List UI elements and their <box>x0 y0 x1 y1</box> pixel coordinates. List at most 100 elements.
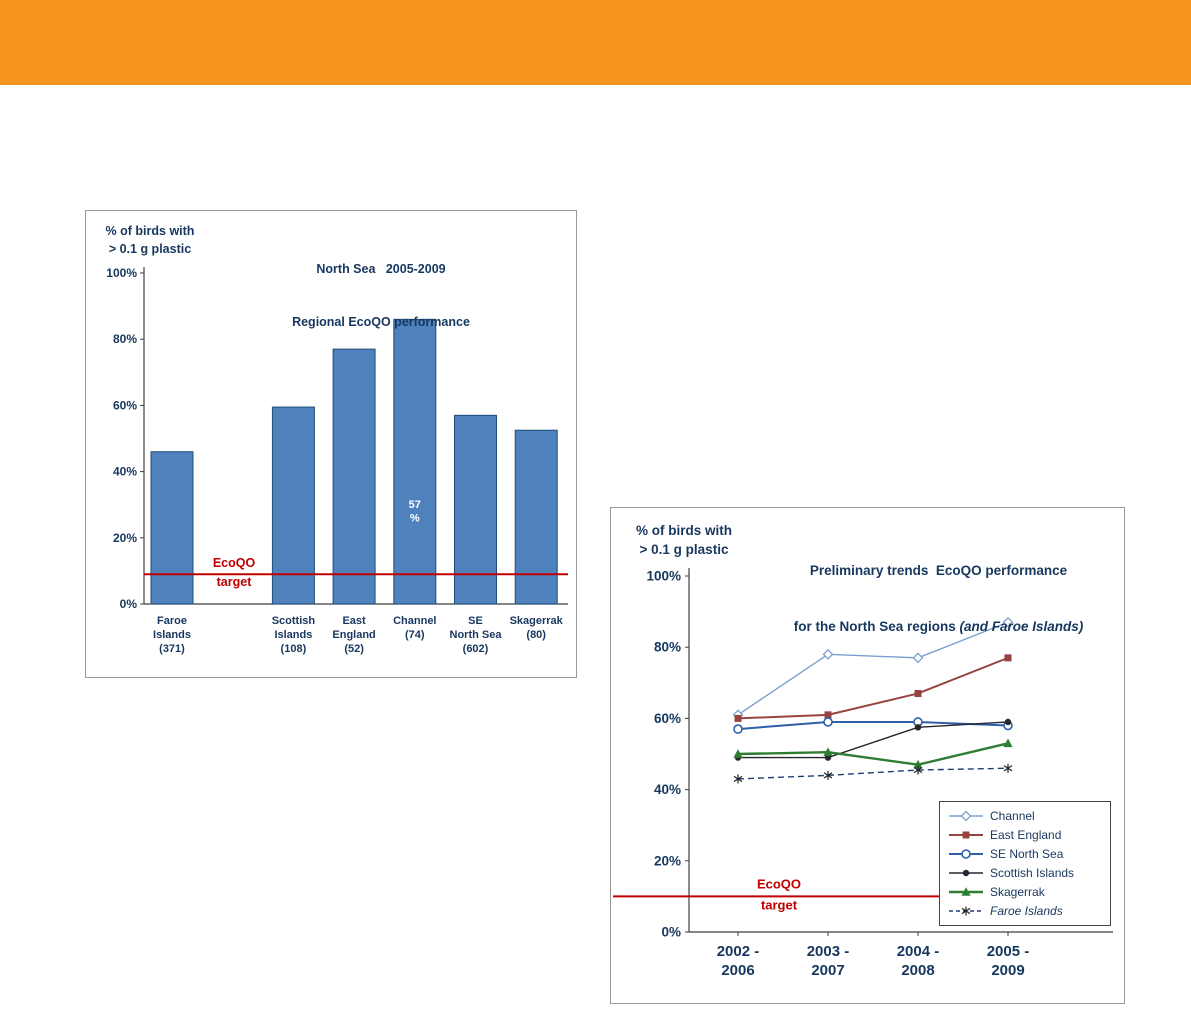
legend-marker <box>960 810 972 822</box>
series-marker-se-north-sea <box>733 724 743 734</box>
series-marker-skagerrak <box>1003 738 1013 748</box>
legend-sample-east-england <box>949 831 983 839</box>
series-line-scottish-islands <box>738 721 1009 759</box>
bar-channel <box>393 318 437 605</box>
series-line-channel <box>737 621 1009 716</box>
title-line2-italic: (and Faroe Islands) <box>959 619 1084 635</box>
x-category-label: 2002 - <box>717 943 760 960</box>
series-marker-east-england <box>914 689 922 697</box>
series-marker-channel <box>912 652 924 664</box>
title-line: Preliminary trends EcoQO performance <box>809 562 1068 578</box>
bar-chart-title: North Sea 2005-2009 Regional EcoQO perfo… <box>231 226 531 366</box>
legend-label: Scottish Islands <box>990 866 1075 880</box>
x-category-label: England <box>332 629 375 641</box>
x-category-label: (52) <box>344 643 364 655</box>
bar-chart-panel: 0% 20% 40% 60% 80% 100% EcoQO target 57% Faroe Isl… <box>85 210 577 678</box>
line-chart-panel: 0% 20% 40% 60% 80% 100% EcoQO target 2002 - 2006 2… <box>610 507 1125 1004</box>
x-category-label: Islands <box>274 629 312 641</box>
legend-label: Channel <box>990 809 1035 823</box>
line-chart-plot: 0% 20% 40% 60% 80% 100% EcoQO target 2002 - 2006 2… <box>613 568 1113 979</box>
line-chart-title: Preliminary trends EcoQO performance for… <box>761 524 1116 675</box>
title-line: North Sea 2005-2009 <box>316 262 446 276</box>
series-line-east-england <box>737 656 1009 720</box>
legend-item-faroe-islands: Faroe Islands <box>948 903 1102 919</box>
series-line-faroe-islands <box>737 767 1009 780</box>
bar-east <box>332 348 376 605</box>
x-category-label: (108) <box>281 643 307 655</box>
series-marker-east-england <box>824 711 832 719</box>
legend-label: SE North Sea <box>990 847 1064 861</box>
bar-scottish <box>271 406 315 605</box>
x-category-label: East <box>342 615 366 627</box>
chart-text: 100% <box>646 569 681 584</box>
series-marker-skagerrak <box>733 749 743 758</box>
series-marker-skagerrak <box>913 759 923 769</box>
legend-marker <box>962 831 970 839</box>
ecoqo-target-label: EcoQO <box>757 876 801 891</box>
series-marker-skagerrak <box>823 747 833 757</box>
x-category-label: 2008 <box>901 962 934 979</box>
legend-label: Faroe Islands <box>990 904 1063 918</box>
bar-chart-y-axis-label: % of birds with > 0.1 g plastic <box>94 223 206 258</box>
chart-text: 0% <box>661 925 681 940</box>
legend-marker <box>962 869 970 877</box>
bar-annotation: % <box>410 512 420 524</box>
x-category-label: 2005 - <box>987 943 1030 960</box>
legend-item-skagerrak: Skagerrak <box>948 884 1102 900</box>
series-marker-faroe-islands <box>733 775 743 783</box>
y-axis-label-line: % of birds with <box>105 224 195 238</box>
x-category-label: 2004 - <box>897 943 940 960</box>
legend-item-east-england: East England <box>948 827 1102 843</box>
ecoqo-target-label: EcoQO <box>213 556 256 570</box>
y-axis-label-line: > 0.1 g plastic <box>108 241 192 256</box>
legend-item-scottish-islands: Scottish Islands <box>948 865 1102 881</box>
legend-marker <box>961 887 971 896</box>
x-category-label: North Sea <box>450 629 503 641</box>
legend-item-channel: Channel <box>948 808 1102 824</box>
bar-chart-plot: 0% 20% 40% 60% 80% 100% EcoQO target 57% Faroe Isl… <box>106 266 568 655</box>
x-category-label: Scottish <box>272 615 316 627</box>
x-category-label: 2009 <box>991 962 1024 979</box>
title-line: for the North Sea regions (and Faroe Isl… <box>761 618 1116 637</box>
chart-text: 40% <box>654 782 681 797</box>
x-category-label: SE <box>468 615 483 627</box>
line-chart-y-axis-label: % of birds with > 0.1 g plastic <box>619 522 749 560</box>
title-line: Regional EcoQO performance <box>292 314 470 329</box>
chart-text: 60% <box>654 711 681 726</box>
legend-sample-skagerrak <box>949 887 983 896</box>
chart-text: 60% <box>113 398 137 412</box>
series-marker-channel <box>822 648 834 660</box>
top-banner <box>0 0 1191 85</box>
chart-text: 80% <box>654 640 681 655</box>
series-marker-faroe-islands <box>1003 765 1013 772</box>
x-category-label: (80) <box>526 629 546 641</box>
bar-se <box>454 414 497 605</box>
series-marker-east-england <box>734 714 742 722</box>
legend-marker <box>961 849 971 859</box>
series-marker-channel <box>1002 616 1014 628</box>
legend-item-se-north-sea: SE North Sea <box>948 846 1102 862</box>
chart-text: 20% <box>113 531 137 545</box>
series-marker-se-north-sea <box>823 717 833 727</box>
x-category-label: Islands <box>153 629 191 641</box>
x-category-label: Skagerrak <box>510 615 564 627</box>
x-category-label: (602) <box>463 643 489 655</box>
x-category-label: 2007 <box>811 962 844 979</box>
x-category-label: (371) <box>159 643 185 655</box>
series-marker-scottish-islands <box>914 724 922 731</box>
series-marker-scottish-islands <box>1004 718 1012 726</box>
legend-label: East England <box>990 828 1062 842</box>
x-category-label: (74) <box>405 629 425 641</box>
legend-marker <box>961 907 971 915</box>
x-category-label: Faroe <box>157 615 187 627</box>
chart-legend: Channel East England SE North Sea Scottish … <box>939 801 1111 926</box>
y-axis-label-line: > 0.1 g plastic <box>639 541 729 557</box>
bar-skagerrak <box>514 429 558 605</box>
chart-text: 80% <box>113 332 137 346</box>
chart-text: 100% <box>106 266 137 280</box>
ecoqo-target-label: target <box>761 897 798 912</box>
x-category-label: 2006 <box>721 962 754 979</box>
bar-faroe <box>150 451 194 605</box>
ecoqo-target-label: target <box>217 575 253 589</box>
legend-sample-se-north-sea <box>949 849 983 859</box>
